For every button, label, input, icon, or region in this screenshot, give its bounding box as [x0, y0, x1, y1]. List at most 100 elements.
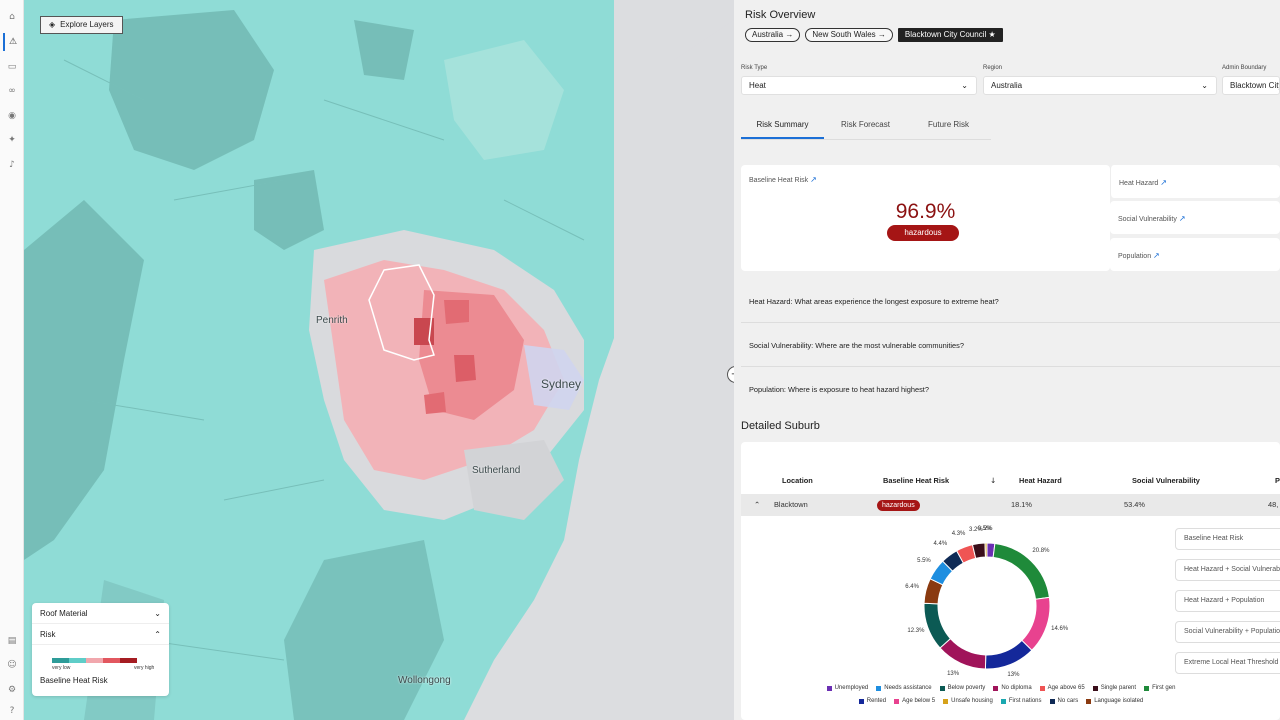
legend-label: Needs assistance	[884, 685, 932, 691]
donut-slice-label: 5.5%	[917, 557, 931, 564]
chevron-down-icon: ⌄	[1201, 81, 1208, 90]
map-legend: Roof Material ⌄ Risk ⌃ very low very hig…	[32, 603, 169, 696]
legend-swatch	[1086, 698, 1092, 704]
ramp-swatch	[120, 658, 137, 663]
risk-type-select[interactable]: Heat ⌄	[741, 76, 977, 95]
question-heat-hazard[interactable]: Heat Hazard: What areas experience the l…	[741, 280, 1280, 323]
ramp-high-label: very high	[134, 665, 155, 671]
crumb-nsw[interactable]: New South Wales →	[805, 28, 893, 42]
settings-icon[interactable]: ⚙	[7, 685, 17, 695]
legend-swatch	[1144, 685, 1150, 691]
legend-swatch	[894, 698, 900, 704]
donut-slice[interactable]	[939, 637, 987, 670]
explore-layers-button[interactable]: ◈ Explore Layers	[40, 16, 123, 34]
heat-hazard-card[interactable]: Heat Hazard ↗	[1110, 165, 1280, 198]
option-extreme-heat-threshold[interactable]: Extreme Local Heat Threshold	[1175, 652, 1280, 674]
legend-swatch	[1039, 685, 1045, 691]
option-social-population[interactable]: Social Vulnerability + Population	[1175, 621, 1280, 643]
crumb-blacktown[interactable]: Blacktown City Council ★	[897, 28, 1003, 42]
legend-item[interactable]: Rented	[858, 698, 887, 704]
tab-risk-forecast[interactable]: Risk Forecast	[841, 120, 890, 129]
region-select[interactable]: Australia ⌄	[983, 76, 1217, 95]
table-row[interactable]: ⌃ Blacktown hazardous 18.1% 53.4% 48,	[741, 494, 1280, 516]
donut-slice[interactable]	[984, 639, 1033, 670]
option-baseline-heat-risk[interactable]: Baseline Heat Risk	[1175, 528, 1280, 550]
city-label-penrith: Penrith	[316, 315, 348, 326]
admin-boundary-value: Blacktown City	[1230, 81, 1280, 90]
tab-risk-summary[interactable]: Risk Summary	[741, 114, 824, 139]
users-icon[interactable]: ☺	[7, 660, 17, 670]
admin-boundary-select[interactable]: Blacktown City	[1222, 76, 1280, 95]
sort-down-icon[interactable]: ↓	[990, 476, 997, 485]
legend-label: First nations	[1008, 698, 1042, 704]
risk-toggle[interactable]: Risk ⌃	[32, 624, 169, 645]
legend-item[interactable]: First nations	[1000, 698, 1042, 704]
baseline-value: 96.9%	[895, 200, 956, 223]
city-label-sydney: Sydney	[541, 377, 582, 391]
donut-slice-label: 14.6%	[1051, 625, 1069, 632]
briefcase-icon[interactable]: ▭	[7, 62, 17, 72]
legend-title: Baseline Heat Risk	[40, 676, 108, 685]
col-population[interactable]: P	[1275, 476, 1280, 485]
donut-slice[interactable]	[984, 542, 988, 558]
chat-icon[interactable]: ▤	[7, 636, 17, 646]
option-heat-social[interactable]: Heat Hazard + Social Vulnerability	[1175, 559, 1280, 581]
legend-item[interactable]: No cars	[1049, 698, 1078, 704]
legend-item[interactable]: Age above 65	[1039, 685, 1085, 691]
legend-item[interactable]: Single parent	[1092, 685, 1136, 691]
chevron-up-icon: ⌃	[154, 629, 161, 639]
crumb-label: Australia	[752, 30, 784, 39]
legend-item[interactable]: Needs assistance	[876, 685, 932, 691]
col-heat-hazard[interactable]: Heat Hazard	[1019, 476, 1062, 485]
alert-icon[interactable]: ⚠	[3, 33, 21, 51]
donut-slice[interactable]	[1021, 596, 1051, 651]
arrow-right-icon: →	[877, 30, 886, 39]
legend-label: No diploma	[1001, 685, 1032, 691]
ai-icon[interactable]: ✦	[8, 135, 16, 145]
risk-type-value: Heat	[749, 81, 766, 90]
legend-item[interactable]: No diploma	[993, 685, 1032, 691]
legend-item[interactable]: Unsafe housing	[943, 698, 993, 704]
roof-material-toggle[interactable]: Roof Material ⌄	[32, 603, 169, 624]
donut-slice-label: 4.3%	[951, 531, 966, 538]
legend-label: Rented	[866, 698, 887, 704]
question-social-vulnerability[interactable]: Social Vulnerability: Where are the most…	[741, 324, 1280, 367]
legend-swatch	[939, 685, 945, 691]
roof-material-label: Roof Material	[40, 608, 88, 618]
layers-icon: ◈	[49, 20, 56, 29]
ramp-swatch	[52, 658, 69, 663]
donut-slice-label: 2%	[983, 526, 993, 533]
population-card[interactable]: Population ↗	[1110, 238, 1280, 271]
risk-label: Risk	[40, 629, 56, 639]
crumb-australia[interactable]: Australia →	[745, 28, 801, 42]
map-canvas[interactable]: Penrith Sydney Sutherland Wollongong ◈ E…	[24, 0, 734, 720]
col-location[interactable]: Location	[782, 476, 813, 485]
legend-item[interactable]: Age below 5	[894, 698, 935, 704]
social-vulnerability-card[interactable]: Social Vulnerability ↗	[1110, 201, 1280, 234]
option-heat-population[interactable]: Heat Hazard + Population	[1175, 590, 1280, 612]
col-baseline-risk[interactable]: Baseline Heat Risk	[883, 476, 950, 485]
question-population[interactable]: Population: Where is exposure to heat ha…	[749, 385, 929, 394]
col-social-vulnerability[interactable]: Social Vulnerability	[1132, 476, 1200, 485]
baseline-risk-card[interactable]: Baseline Heat Risk ↗ 96.9% hazardous	[741, 165, 1110, 271]
legend-label: Unsafe housing	[951, 698, 993, 704]
population-label: Population	[1118, 253, 1152, 260]
chevron-down-icon: ⌄	[961, 81, 968, 90]
eye-icon[interactable]: ◉	[8, 111, 16, 121]
legend-item[interactable]: Language isolated	[1086, 698, 1143, 704]
city-label-wollongong: Wollongong	[398, 675, 451, 686]
link-icon[interactable]: ∞	[8, 86, 16, 96]
donut-slice[interactable]	[923, 602, 952, 649]
help-icon[interactable]: ?	[9, 706, 15, 716]
chevron-up-icon[interactable]: ⌃	[754, 500, 761, 509]
legend-item[interactable]: Below poverty	[939, 685, 985, 691]
legend-row: Rented Age below 5 Unsafe housing First nat…	[801, 698, 1201, 704]
legend-swatch	[1000, 698, 1006, 704]
home-icon[interactable]: ⌂	[9, 12, 15, 22]
legend-item[interactable]: Unemployed	[826, 685, 868, 691]
status-badge: hazardous	[877, 500, 920, 511]
bell-icon[interactable]: ♪	[9, 160, 15, 170]
tab-future-risk[interactable]: Future Risk	[928, 120, 969, 129]
legend-item[interactable]: First gen	[1144, 685, 1175, 691]
donut-slice-label: 20.8%	[1032, 547, 1050, 554]
